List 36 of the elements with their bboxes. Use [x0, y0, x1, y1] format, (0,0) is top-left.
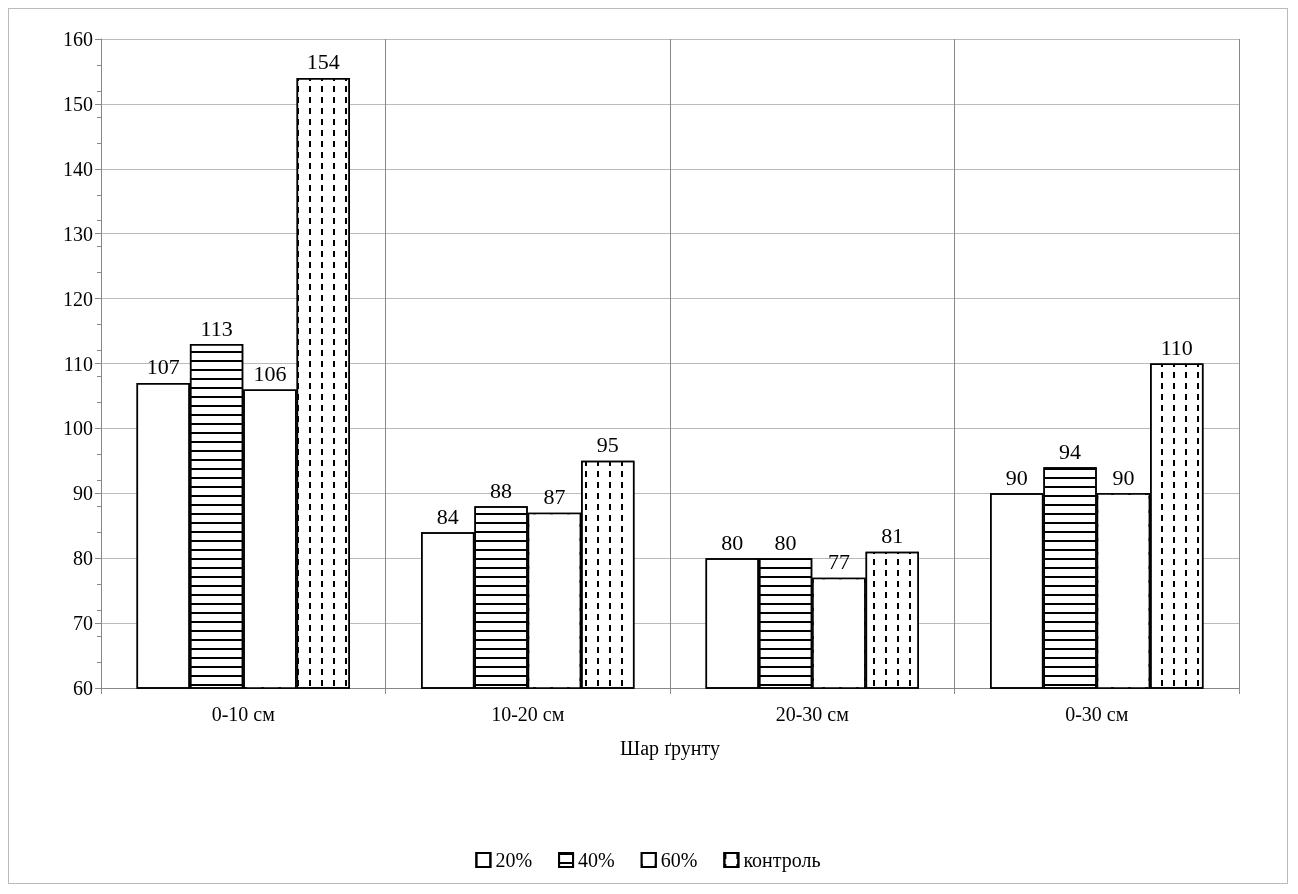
legend-label: 40%	[578, 849, 615, 871]
data-label: 90	[1112, 464, 1135, 490]
x-tick-label: 10-20 см	[491, 703, 565, 725]
y-tick-label: 90	[73, 482, 93, 505]
data-label: 80	[774, 529, 797, 555]
data-label: 154	[306, 49, 340, 75]
data-label: 87	[543, 484, 566, 510]
data-label: 84	[436, 503, 459, 529]
y-tick-label: 150	[63, 92, 93, 115]
legend-label: 60%	[660, 849, 698, 871]
y-tick-label: 70	[73, 612, 93, 635]
legend-label: контроль	[743, 849, 821, 872]
data-label: 80	[721, 529, 744, 555]
y-tick-label: 60	[73, 677, 93, 699]
y-tick-label: 100	[63, 417, 93, 440]
y-tick-label: 120	[63, 287, 93, 310]
data-label: 88	[490, 477, 513, 503]
data-label: 94	[1059, 438, 1082, 464]
y-tick-label: 160	[63, 28, 93, 50]
x-tick-label: 0-10 см	[211, 703, 276, 725]
x-tick-label: 20-30 см	[775, 703, 850, 725]
data-label: 106	[253, 360, 287, 386]
data-label: 90	[1005, 464, 1028, 490]
y-tick-label: 140	[63, 157, 93, 180]
legend-label: 20%	[495, 849, 533, 871]
y-tick-label: 110	[63, 352, 93, 375]
y-tick-label: 80	[73, 547, 93, 570]
data-label: 81	[881, 523, 904, 549]
x-tick-label: 0-30 см	[1065, 703, 1129, 725]
data-label: 77	[827, 549, 850, 575]
y-tick-label: 130	[63, 222, 93, 245]
data-label: 113	[200, 315, 233, 341]
x-axis-title: Шар ґрунту	[620, 737, 720, 760]
data-label: 110	[1160, 335, 1193, 360]
data-label: 95	[596, 432, 619, 458]
data-label: 107	[146, 354, 180, 380]
